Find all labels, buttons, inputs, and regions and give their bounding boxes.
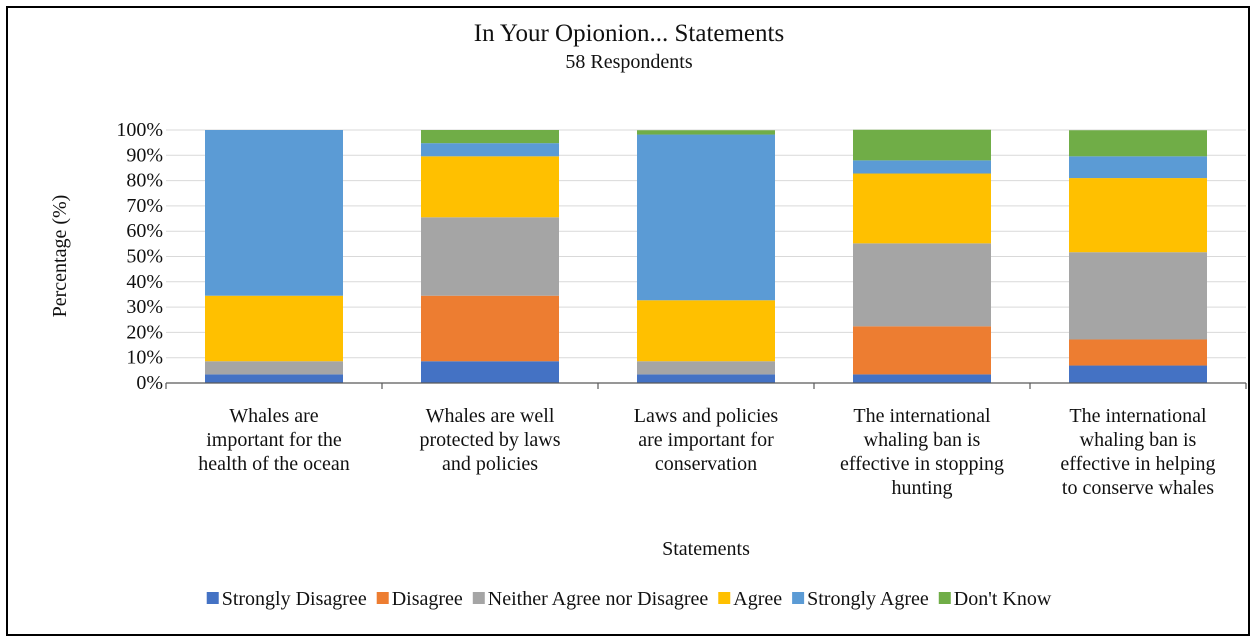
bar-segment xyxy=(1069,252,1207,340)
legend-swatch xyxy=(718,592,731,604)
legend-item: Agree xyxy=(718,588,782,610)
bar-segment xyxy=(421,143,559,157)
legend-swatch xyxy=(938,592,951,604)
legend-label: Disagree xyxy=(392,588,463,610)
legend-item: Disagree xyxy=(376,588,463,610)
y-tick-label: 10% xyxy=(126,347,163,369)
y-tick-label: 90% xyxy=(126,144,163,166)
bar-segment xyxy=(853,243,991,327)
x-category-label: Laws and policies are important for conser… xyxy=(634,405,779,475)
y-tick-label: 50% xyxy=(126,246,163,268)
bar-segment xyxy=(205,130,343,296)
x-category-label: Whales are important for the health of the… xyxy=(198,405,350,475)
bar-segment xyxy=(637,300,775,362)
bar-segment xyxy=(1069,178,1207,253)
x-axis xyxy=(165,382,1247,389)
legend-item: Strongly Disagree xyxy=(206,588,367,610)
y-tick-label: 70% xyxy=(126,195,163,217)
legend-label: Don't Know xyxy=(954,588,1052,610)
bar-segment xyxy=(421,361,559,383)
bar-segment xyxy=(421,217,559,296)
y-tick-label: 80% xyxy=(126,170,163,192)
bar-segment xyxy=(853,326,991,375)
bar-segment xyxy=(853,129,991,161)
y-tick-label: 40% xyxy=(126,271,163,293)
legend: Strongly Disagree Disagree Neither Agree n… xyxy=(206,588,1052,610)
y-tick-label: 0% xyxy=(136,372,163,394)
bar-segment xyxy=(205,295,343,362)
chart-subtitle: 58 Respondents xyxy=(565,51,692,73)
bar-segment xyxy=(1069,130,1207,157)
legend-item: Neither Agree nor Disagree xyxy=(472,588,709,610)
legend-item: Strongly Agree xyxy=(792,588,929,610)
bar-segment xyxy=(1069,339,1207,366)
bar-segment xyxy=(637,361,775,375)
chart-title: In Your Opionion... Statements xyxy=(474,20,784,47)
y-axis-ticks: 0% 10% 20% 30% 40% 50% 60% 70% 80% 90% 100% xyxy=(116,119,163,394)
legend-label: Neither Agree nor Disagree xyxy=(488,588,709,610)
bar-segment xyxy=(853,374,991,383)
legend-label: Strongly Disagree xyxy=(222,588,367,610)
legend-swatch xyxy=(376,592,389,604)
y-tick-label: 100% xyxy=(116,119,163,141)
bar-segment xyxy=(853,173,991,244)
y-axis-label: Percentage (%) xyxy=(49,195,71,318)
bar-segment xyxy=(637,130,775,135)
y-tick-label: 60% xyxy=(126,220,163,242)
bar-segment xyxy=(1069,365,1207,383)
bar-segment xyxy=(205,361,343,375)
x-category-label: The international whaling ban is effective… xyxy=(840,405,1004,499)
bar-segment xyxy=(637,134,775,301)
bars xyxy=(205,129,1207,383)
bar-segment xyxy=(853,160,991,174)
legend-swatch xyxy=(792,592,805,604)
bar-segment xyxy=(1069,156,1207,179)
bar-segment xyxy=(421,130,559,144)
legend-item: Don't Know xyxy=(938,588,1052,610)
legend-swatch xyxy=(472,592,485,604)
bar-segment xyxy=(637,374,775,383)
legend-swatch xyxy=(206,592,219,604)
bar-segment xyxy=(421,156,559,218)
y-tick-label: 20% xyxy=(126,321,163,343)
y-tick-label: 30% xyxy=(126,296,163,318)
legend-label: Agree xyxy=(733,588,782,610)
x-category-label: Whales are well protected by laws and poli… xyxy=(419,405,560,475)
x-category-label: The international whaling ban is effective… xyxy=(1060,405,1215,499)
x-axis-label: Statements xyxy=(662,538,750,560)
bar-segment xyxy=(205,374,343,383)
legend-label: Strongly Agree xyxy=(807,588,929,610)
x-axis-category-labels: Whales are important for the health of the… xyxy=(198,405,1215,499)
bar-segment xyxy=(421,295,559,362)
